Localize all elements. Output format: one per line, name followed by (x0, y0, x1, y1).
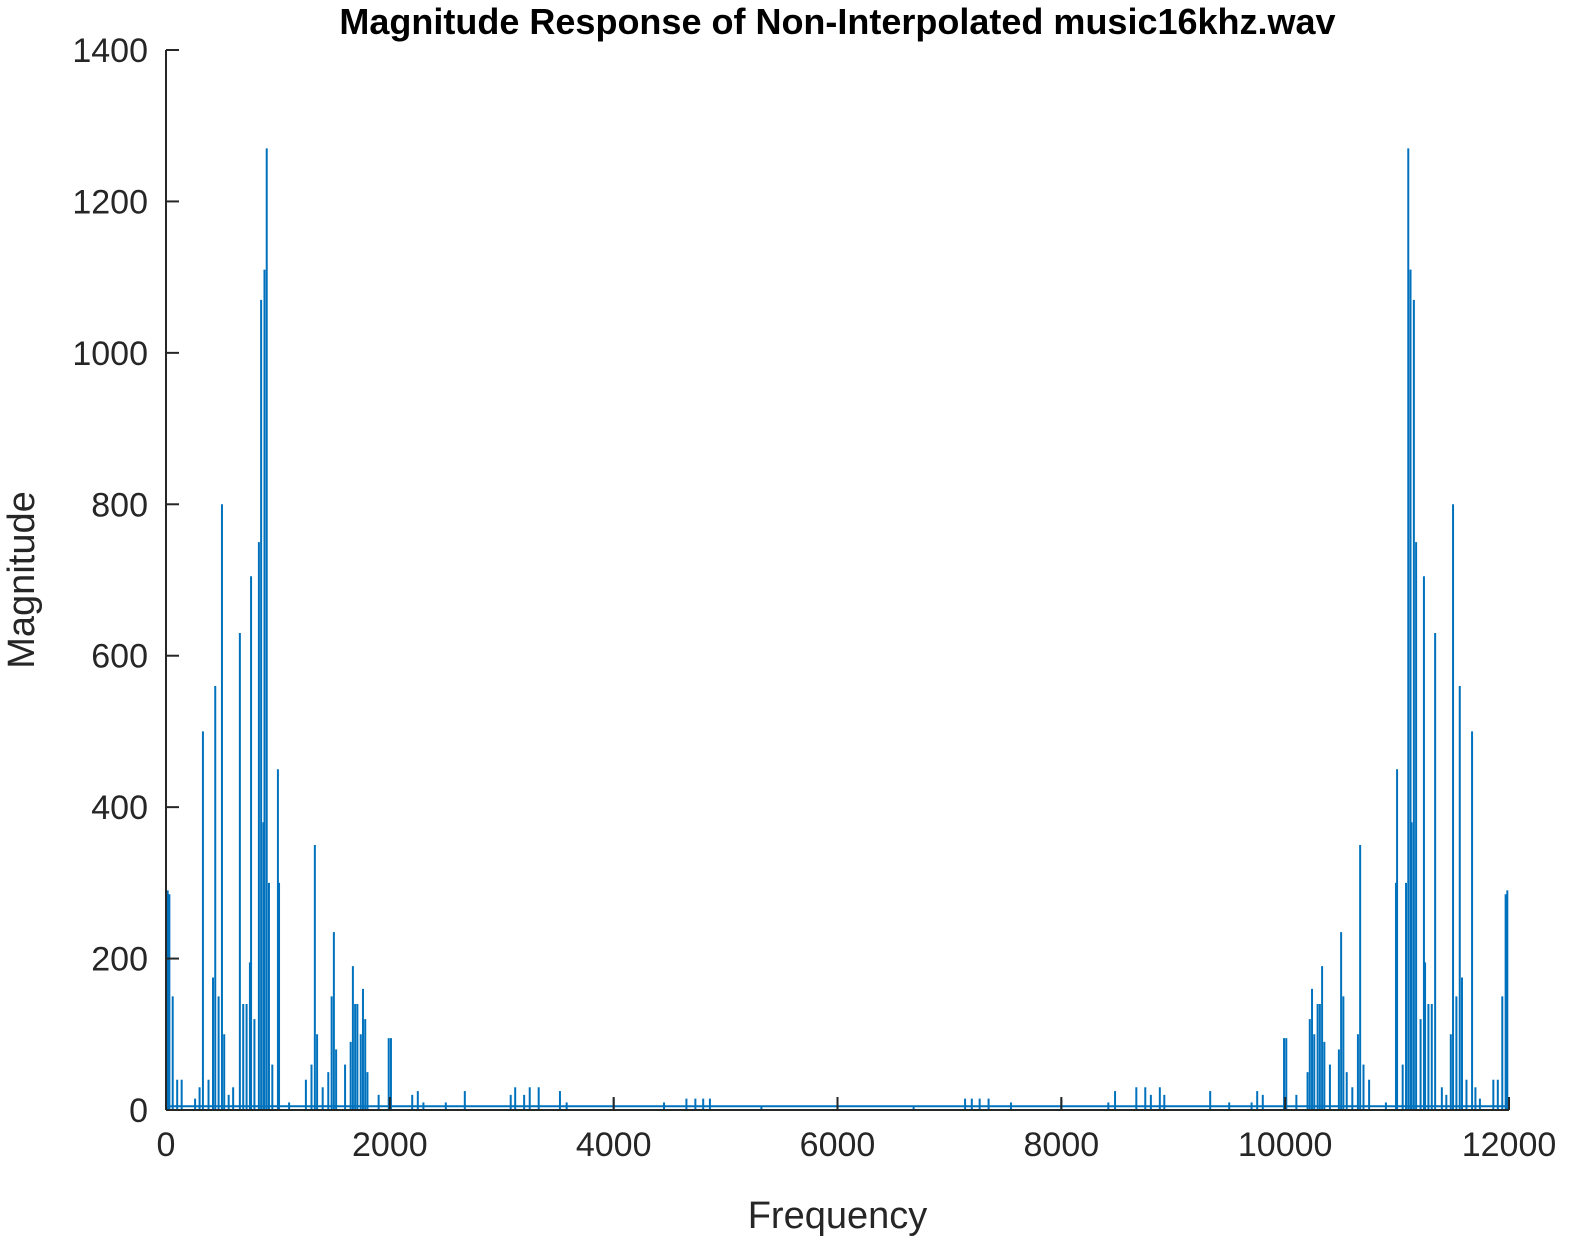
x-tick-label: 12000 (1462, 1126, 1557, 1164)
y-tick-label: 1400 (72, 32, 148, 70)
y-tick-label: 1200 (72, 183, 148, 221)
y-tick-label: 400 (91, 789, 148, 827)
x-tick-label: 8000 (1024, 1126, 1100, 1164)
x-tick-label: 6000 (800, 1126, 876, 1164)
y-tick-label: 800 (91, 486, 148, 524)
y-tick-label: 0 (129, 1092, 148, 1130)
y-tick-label: 1000 (72, 335, 148, 373)
x-tick-label: 2000 (352, 1126, 428, 1164)
axes-layer: 0 200 400 600 800 1000 1200 1400 0 2000 4000 6000 80… (72, 32, 1556, 1164)
y-axis-label: Magnitude (1, 491, 43, 668)
y-tick-label: 200 (91, 941, 148, 979)
x-tick-label: 0 (157, 1126, 176, 1164)
series-layer (166, 148, 1509, 1110)
x-tick-label: 4000 (576, 1126, 652, 1164)
chart-title: Magnitude Response of Non-Interpolated m… (339, 1, 1335, 42)
x-tick-label: 10000 (1238, 1126, 1333, 1164)
x-axis-label: Frequency (748, 1195, 928, 1237)
y-tick-label: 600 (91, 638, 148, 676)
